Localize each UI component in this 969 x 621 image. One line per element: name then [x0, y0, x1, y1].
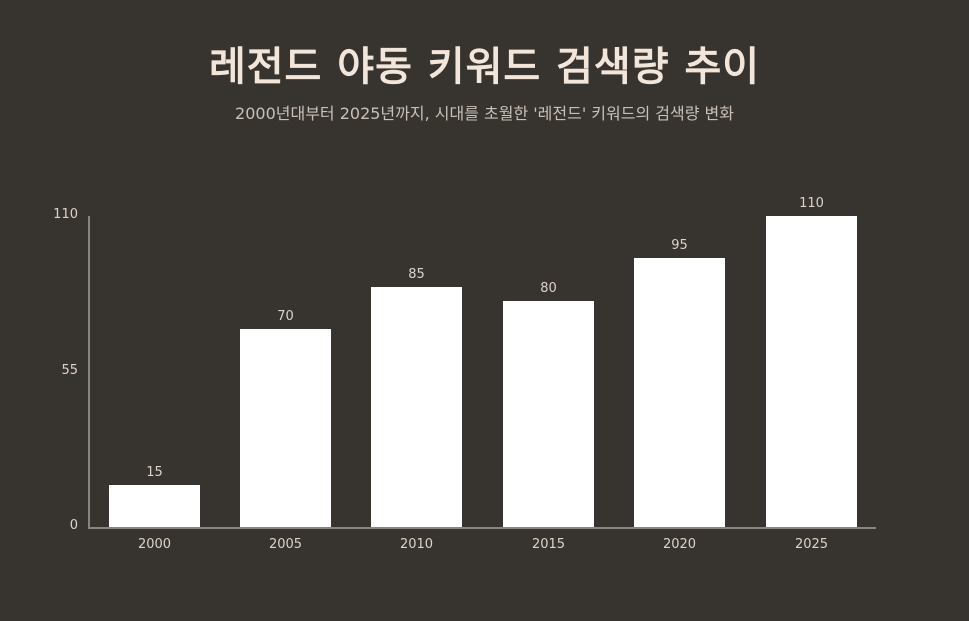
y-axis-line	[88, 216, 90, 528]
y-tick-label: 110	[53, 207, 78, 222]
y-tick-label: 55	[61, 362, 78, 378]
bar-value-label: 15	[146, 464, 163, 480]
bar-2000	[109, 484, 200, 527]
bar-2005	[240, 329, 331, 527]
bar-2025	[766, 216, 857, 527]
chart-title: 레전드 야동 키워드 검색량 추이	[208, 44, 761, 90]
x-axis-line	[88, 527, 876, 529]
bar-value-label: 80	[540, 280, 557, 296]
x-tick-label: 2020	[662, 537, 697, 552]
x-tick-label: 2025	[794, 537, 829, 552]
x-tick-label: 2005	[268, 537, 303, 552]
bar-2010	[371, 286, 462, 527]
chart-subtitle: 2000년대부터 2025년까지, 시대를 초월한 '레전드' 키워드의 검색량…	[235, 104, 734, 123]
bar-value-label: 70	[277, 309, 294, 325]
bar-2020	[634, 258, 725, 527]
bar-2015	[503, 300, 594, 527]
bar-value-label: 110	[799, 196, 824, 211]
x-tick-label: 2010	[399, 537, 434, 552]
x-tick-label: 2000	[137, 537, 172, 552]
x-tick-label: 2015	[531, 537, 566, 552]
bar-value-label: 95	[671, 238, 688, 254]
bar-value-label: 85	[408, 266, 425, 282]
y-tick-label: 0	[69, 518, 78, 533]
